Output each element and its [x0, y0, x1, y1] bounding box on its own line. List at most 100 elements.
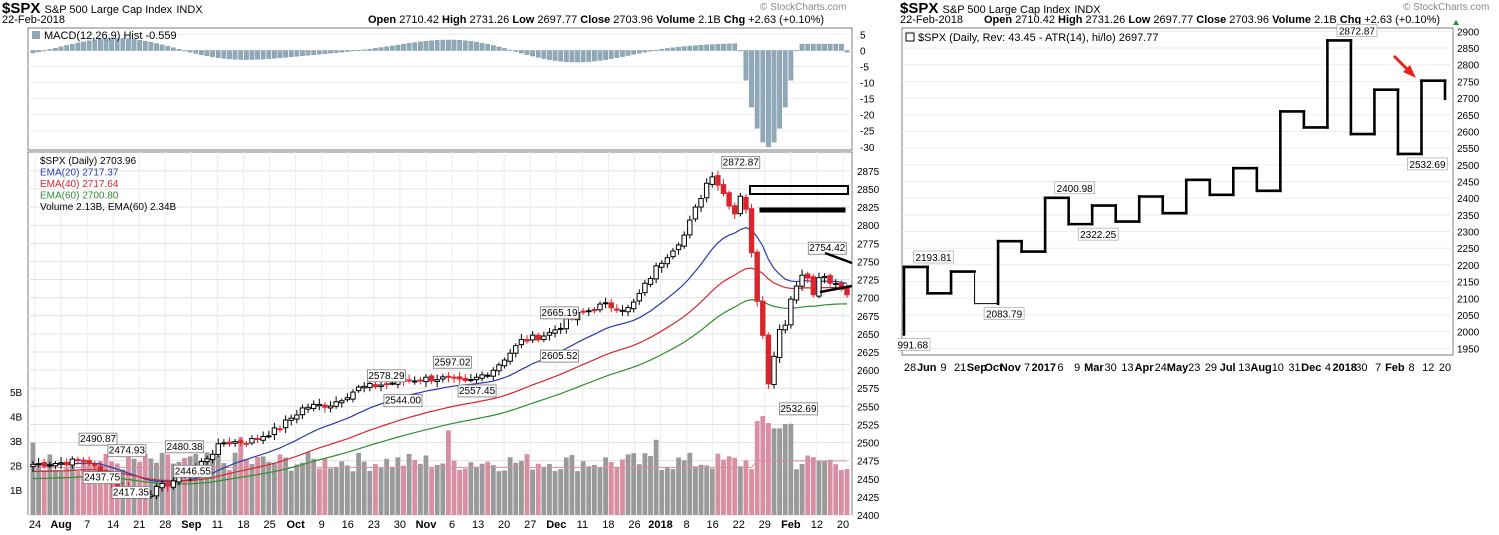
volume-bar: [243, 458, 249, 515]
volume-bar: [479, 463, 485, 515]
price-axis-label: 2600: [857, 366, 880, 377]
kagi-close-label: Close: [1196, 14, 1227, 26]
candle-body: [35, 463, 42, 466]
macd-hist-bar: [833, 43, 839, 51]
macd-hist-bar: [462, 40, 468, 51]
macd-hist-bar: [446, 39, 451, 51]
chart-title: $SPX S&P 500 Large Cap Index INDX: [2, 0, 203, 17]
macd-hist-bar: [137, 40, 143, 51]
price-annotation: 2597.02: [434, 357, 471, 368]
kagi-axis-label: 2150: [1457, 278, 1480, 289]
kagi-axis-label: 2050: [1457, 311, 1480, 322]
candle-body: [322, 404, 328, 408]
kagi-axis-label: 2600: [1457, 127, 1480, 138]
kagi-low-value: 2697.77: [1153, 14, 1194, 26]
time-axis-label: Sep: [181, 519, 201, 531]
volume-bar: [339, 461, 345, 515]
kagi-label: 2872.87: [1339, 26, 1376, 37]
candle-body: [630, 301, 637, 310]
time-axis-label: 20: [837, 519, 849, 531]
volume-bar: [328, 468, 333, 515]
kagi-axis-label: 2900: [1457, 27, 1480, 38]
macd-hist-bar: [395, 44, 401, 51]
kagi-chg-value: +2.63 (+0.10%): [1364, 14, 1441, 26]
ema-line-40: [32, 267, 848, 482]
macd-hist-bar: [328, 50, 333, 54]
volume-bar: [563, 457, 569, 515]
kagi-time-label: 6: [1057, 362, 1063, 374]
price-axis-label: 2850: [857, 185, 880, 196]
volume-bar: [833, 464, 839, 515]
macd-hist-bar: [58, 46, 64, 51]
macd-axis-label: -20: [860, 111, 875, 122]
candle-body: [788, 298, 794, 326]
macd-hist-bar: [429, 40, 434, 51]
volume-bar: [249, 464, 255, 515]
volume-bar: [485, 461, 491, 515]
macd-hist-bar: [255, 50, 260, 60]
macd-hist-bar: [283, 50, 288, 58]
candle-body: [490, 369, 497, 377]
volume-bar: [586, 466, 592, 515]
candle-body: [557, 327, 564, 330]
macd-hist-bar: [805, 43, 811, 51]
volume-bar: [766, 422, 771, 515]
kagi-time-label: Jul: [1220, 362, 1236, 374]
volume-bar: [709, 468, 715, 515]
candle-body: [827, 275, 833, 284]
candle-body: [97, 466, 104, 472]
close-value: 2703.96: [613, 14, 654, 26]
macd-hist-bar: [75, 42, 81, 51]
volume-bar: [693, 466, 698, 515]
volume-bar: [406, 453, 412, 515]
macd-hist-bar: [86, 40, 92, 51]
price-annotation-box: [165, 440, 204, 454]
volume-bar: [760, 416, 766, 515]
candle-body: [507, 352, 513, 362]
macd-hist-bar: [681, 46, 687, 51]
macd-hist-bar: [541, 50, 547, 59]
candle-body: [52, 462, 59, 467]
macd-hist-bar: [737, 50, 743, 52]
macd-hist-bar: [176, 49, 182, 51]
macd-hist-bar: [636, 50, 642, 54]
time-axis-label: Dec: [546, 519, 566, 531]
macd-hist-bar: [810, 43, 816, 51]
macd-hist-bar: [754, 50, 760, 129]
price-annotation-box: [432, 355, 472, 369]
macd-hist-bar: [154, 43, 159, 51]
price-axis-label: 2750: [857, 257, 880, 268]
kagi-low-label: Low: [1128, 14, 1151, 26]
macd-hist-bar: [608, 50, 614, 59]
macd-hist-bar: [199, 50, 204, 55]
time-axis-label: Oct: [286, 519, 305, 531]
kagi-time-label: 4: [1325, 362, 1331, 374]
kagi-time-label: 24: [1155, 362, 1167, 374]
price-axis-label: 2700: [857, 294, 880, 305]
candle-body: [703, 182, 710, 199]
macd-hist-bar: [535, 50, 541, 58]
time-axis-label: 21: [133, 519, 145, 531]
volume-bar: [827, 459, 833, 515]
macd-hist-bar: [620, 50, 625, 57]
kagi-chart-svg: 2900 2850 2800 2750 2700 2650 2600 2550 2500 2450…: [898, 20, 1480, 374]
volume-bar: [378, 468, 384, 515]
candle-body: [608, 302, 614, 309]
high-value: 2731.26: [469, 14, 510, 26]
macd-hist-bar: [592, 50, 597, 62]
volume-bar: [603, 457, 609, 515]
kagi-symbol: $SPX: [900, 0, 939, 17]
kagi-axis-label: 2300: [1457, 228, 1480, 239]
macd-hist-bar: [384, 46, 390, 51]
macd-hist-bar: [698, 45, 704, 51]
kagi-label: 2400.98: [1057, 184, 1094, 195]
volume-bar: [69, 465, 75, 515]
volume-bar: [816, 461, 822, 515]
kagi-time-label: 9: [1074, 362, 1080, 374]
macd-hist-bar: [412, 42, 418, 51]
volume-bar: [838, 469, 844, 515]
volume-bar: [580, 461, 586, 515]
volume-bar: [373, 464, 378, 515]
macd-hist-bar: [457, 40, 462, 51]
volume-bar: [558, 469, 564, 515]
